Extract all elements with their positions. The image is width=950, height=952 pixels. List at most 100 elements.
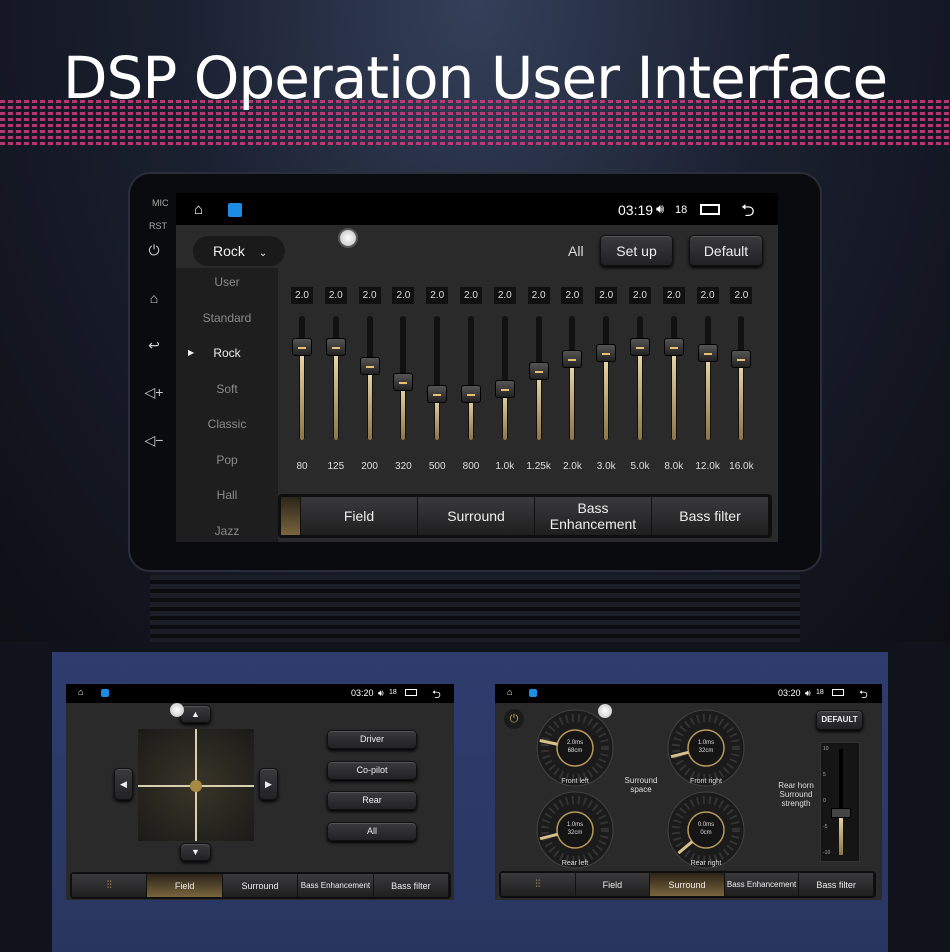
left-arrow-button[interactable]: ◀ [114,768,133,800]
dial-rear-left[interactable]: 1.0ms 32cm Rear left [535,790,615,870]
tab-surround[interactable]: Surround [222,874,299,897]
band-slider[interactable] [393,316,414,440]
preset-item[interactable]: Jazz [214,523,240,538]
preset-item[interactable]: Soft [216,381,238,396]
band-slider[interactable] [528,316,549,440]
home-icon[interactable]: ⌂ [78,687,84,697]
tab-bass-filter[interactable]: Bass filter [652,497,769,535]
band-knob[interactable] [393,372,414,391]
band-knob[interactable] [494,380,515,399]
band-fill [469,394,473,440]
tab-bass-enhancement[interactable]: Bass Enhancement [535,497,652,535]
band-slider[interactable] [731,316,752,440]
recent-apps-icon[interactable] [405,689,417,696]
surround-strength-slider[interactable]: 10 5 0 -5 -10 [820,742,860,862]
power-icon[interactable]: ⏻ [148,242,160,258]
band-frequency: 2.0k [562,461,582,472]
recent-apps-icon[interactable] [700,204,720,215]
tab-bass-enhancement[interactable]: Bass Enhancement [298,874,374,897]
tab-bass-filter[interactable]: Bass filter [373,874,450,897]
default-button[interactable]: Default [689,235,763,266]
all-button[interactable]: All [327,822,417,841]
tab-surround[interactable]: Surround [650,873,725,896]
band-slider[interactable] [494,316,515,440]
band-fill [333,347,338,440]
app-icon[interactable] [228,203,242,217]
band-knob[interactable] [562,350,583,369]
home-icon[interactable]: ⌂ [194,201,204,218]
preset-item[interactable]: Rock [213,346,241,360]
band-knob[interactable] [292,338,312,356]
band-slider[interactable] [697,316,718,440]
dial-rear-right[interactable]: 0.0ms 0cm Rear right [666,790,746,870]
tab-field[interactable]: Field [147,874,223,897]
setup-button[interactable]: Set up [600,235,673,266]
band-slider[interactable] [596,316,617,440]
band-knob[interactable] [630,338,650,356]
band-knob[interactable] [427,385,448,404]
back-icon[interactable]: ⮌ [741,201,755,220]
tab-surround[interactable]: Surround [418,497,535,535]
band-frequency: 800 [462,461,480,472]
balance-point[interactable] [190,780,202,792]
tab-field[interactable]: Field [301,497,418,535]
power-toggle-icon[interactable]: ⏻ [504,709,524,729]
band-knob[interactable] [461,385,481,404]
recent-apps-icon[interactable] [832,689,844,696]
back-icon[interactable]: ↩ [148,337,160,353]
band-knob[interactable] [663,338,684,356]
up-arrow-button[interactable]: ▲ [180,705,211,723]
band-slider[interactable] [663,316,684,440]
band-slider[interactable] [630,316,650,440]
band-slider[interactable] [562,316,583,440]
app-icon[interactable] [101,689,109,697]
back-icon[interactable]: ⮌ [859,689,868,701]
volume-up-icon[interactable]: ◁+ [144,384,164,400]
dial-front-left[interactable]: 2.0ms 68cm Front left [535,708,615,788]
band-knob[interactable] [697,344,718,363]
strength-knob[interactable] [831,807,851,818]
band-slider[interactable] [292,316,312,440]
band-knob[interactable] [528,361,549,380]
assistive-touch-button[interactable] [338,228,358,248]
tab-eq[interactable]: ⫶⫶ [501,873,576,896]
tab-bass-enhancement[interactable]: Bass Enhancement [724,873,800,896]
preset-item[interactable]: User [214,275,240,289]
band-slider[interactable] [461,316,481,440]
volume-down-icon[interactable]: ◁− [144,432,164,448]
preset-dropdown[interactable]: Rock ⌄ [193,236,285,266]
preset-item[interactable]: Classic [207,417,247,431]
band-knob[interactable] [359,356,380,375]
assistive-touch-button[interactable] [170,703,184,717]
tab-bass-filter[interactable]: Bass filter [799,873,874,896]
band-slider[interactable] [359,316,380,440]
band-slider[interactable] [325,316,346,440]
co-pilot-button[interactable]: Co-pilot [327,761,417,780]
app-icon[interactable] [529,689,537,697]
driver-button[interactable]: Driver [327,730,417,749]
rear-button[interactable]: Rear [327,791,417,810]
dial-distance: 32cm [567,830,583,836]
tab-eq[interactable] [281,497,301,535]
tab-field[interactable]: Field [575,873,651,896]
down-arrow-button[interactable]: ▼ [180,843,211,861]
band-value: 2.0 [358,287,381,304]
dial-front-right[interactable]: 1.0ms 32cm Front right [666,708,746,788]
preset-item[interactable]: Hall [216,488,238,502]
rst-button[interactable]: RST [149,221,167,231]
band-knob[interactable] [596,344,617,363]
right-arrow-button[interactable]: ▶ [259,768,278,800]
back-icon[interactable]: ⮌ [432,689,441,701]
assistive-touch-button[interactable] [598,704,612,718]
home-icon[interactable]: ⌂ [507,687,513,697]
home-icon[interactable]: ⌂ [149,290,159,306]
all-label[interactable]: All [568,243,584,259]
band-slider[interactable] [427,316,448,440]
default-button[interactable]: DEFAULT [816,710,863,730]
band-knob[interactable] [731,350,752,369]
seat-map[interactable] [138,729,254,841]
preset-item[interactable]: Standard [202,310,252,325]
preset-item[interactable]: Pop [216,452,238,467]
band-knob[interactable] [325,338,346,356]
tab-eq[interactable]: ⫶⫶ [72,874,148,897]
